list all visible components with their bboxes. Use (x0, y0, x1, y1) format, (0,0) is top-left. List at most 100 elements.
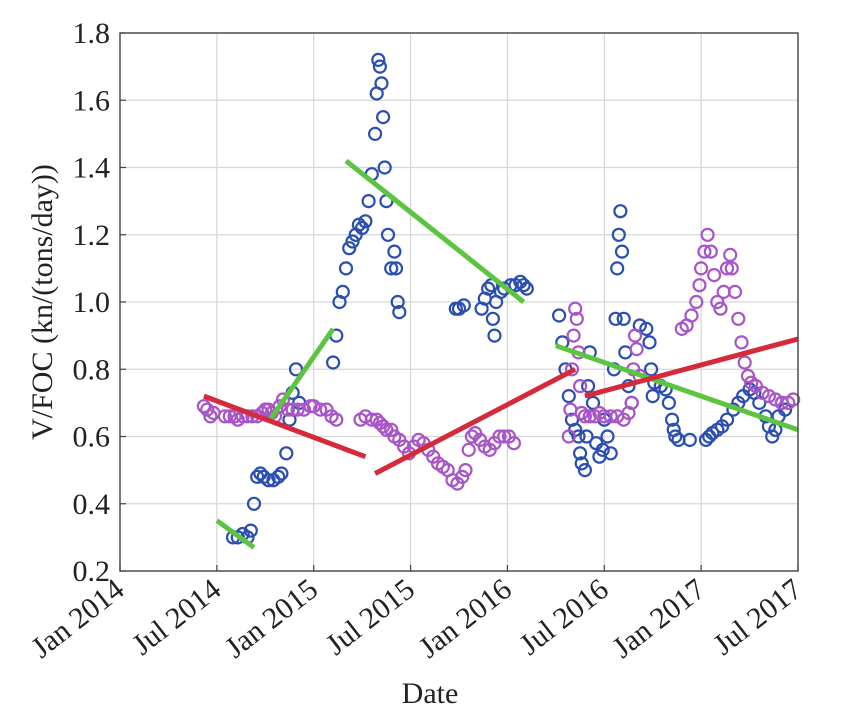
data-point (335, 284, 350, 299)
data-point (338, 261, 354, 276)
x-axis-label: Date (402, 677, 459, 710)
data-point (374, 76, 389, 91)
data-point (616, 311, 631, 326)
data-point (564, 362, 580, 377)
data-point (571, 429, 586, 444)
data-point (610, 261, 625, 276)
data-point (390, 294, 405, 310)
data-point (243, 523, 258, 538)
data-point (624, 395, 639, 410)
data-point (568, 301, 583, 316)
x-tick-label: Jul 2014 (126, 573, 227, 662)
data-point (342, 241, 357, 256)
y-tick-label: 1.2 (73, 219, 111, 252)
data-point (613, 204, 628, 219)
trend-layer (203, 158, 799, 550)
data-point (664, 412, 680, 427)
x-tick-label: Jan 2017 (606, 573, 711, 665)
data-point (731, 311, 746, 326)
scatter-layer (196, 52, 801, 545)
y-tick-label: 0.4 (73, 488, 111, 521)
data-point (196, 399, 211, 414)
data-point (246, 496, 262, 511)
data-point (723, 247, 738, 262)
data-point (692, 278, 707, 293)
data-point (786, 392, 801, 407)
data-point (574, 456, 589, 471)
trend-line (203, 393, 367, 460)
data-point (719, 412, 735, 427)
trend-line (373, 367, 577, 476)
data-point (577, 463, 593, 478)
data-point (516, 278, 531, 293)
series-1 (225, 52, 793, 545)
data-point (455, 469, 470, 484)
y-axis-label: V/FOC (kn/(tons/day)) (26, 164, 59, 440)
data-point (388, 261, 404, 276)
data-point (380, 227, 396, 242)
y-tick-label: 1.0 (73, 286, 111, 319)
data-point (719, 261, 735, 276)
data-point (368, 126, 383, 141)
y-tick-label: 0.8 (73, 353, 111, 386)
y-tick-label: 1.8 (73, 17, 111, 50)
data-point (603, 409, 618, 424)
data-point (643, 362, 659, 377)
trend-line (584, 336, 799, 399)
data-point (713, 301, 728, 316)
data-point (456, 298, 471, 313)
data-point (217, 409, 232, 424)
data-point (329, 412, 344, 427)
data-point (461, 442, 476, 457)
data-point (777, 402, 793, 417)
trend-line (268, 327, 336, 422)
data-point (355, 220, 370, 236)
data-point (682, 432, 697, 447)
data-point (313, 402, 328, 417)
data-point (376, 109, 391, 125)
data-point (376, 419, 391, 434)
data-point (585, 395, 601, 410)
data-point (611, 227, 626, 242)
data-point (595, 442, 610, 457)
data-point (700, 227, 715, 242)
series-2 (196, 227, 801, 491)
data-point (724, 261, 739, 276)
data-point (710, 294, 725, 310)
data-point (487, 328, 502, 343)
data-point (384, 422, 399, 437)
y-tick-label: 1.4 (73, 152, 111, 185)
data-point (271, 469, 286, 484)
data-point (253, 466, 268, 481)
data-point (639, 321, 654, 336)
data-point (280, 402, 295, 417)
data-point (551, 308, 567, 323)
data-point (492, 429, 507, 444)
x-tick-label: Jul 2015 (320, 573, 421, 662)
data-point (326, 355, 341, 370)
data-point (740, 368, 756, 384)
trend-line (344, 158, 526, 304)
y-tick-label: 0.2 (73, 555, 111, 588)
data-point (618, 345, 633, 360)
data-point (481, 281, 496, 296)
data-point (371, 52, 386, 68)
data-point (519, 281, 534, 296)
data-point (358, 214, 373, 229)
y-tick-label: 1.6 (73, 84, 111, 117)
trend-line (215, 518, 256, 550)
data-point (582, 409, 597, 424)
data-point (561, 389, 576, 404)
data-point (600, 429, 615, 444)
data-point (569, 311, 584, 326)
data-point (290, 402, 305, 417)
trend-line (555, 343, 799, 433)
data-point (566, 328, 581, 343)
data-point (361, 194, 376, 209)
data-point (272, 399, 287, 414)
data-point (274, 466, 289, 481)
data-point (603, 446, 618, 461)
x-tick-label: Jan 2015 (219, 573, 324, 665)
